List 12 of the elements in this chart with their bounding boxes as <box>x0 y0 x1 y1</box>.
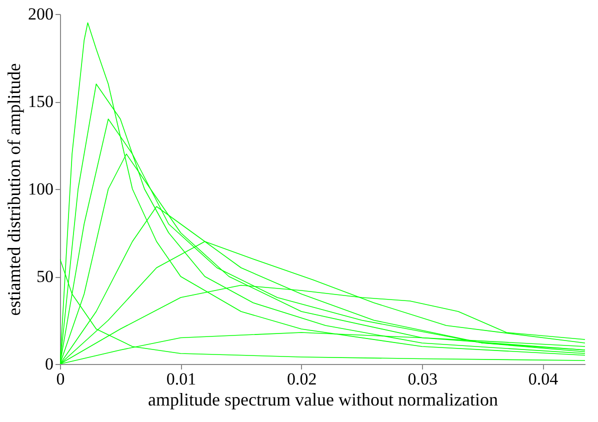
x-axis-title: amplitude spectrum value without normalization <box>148 390 498 410</box>
x-tick-label: 0.02 <box>287 370 317 388</box>
x-tick-label: 0.04 <box>528 370 559 388</box>
x-tick-label: 0.01 <box>166 370 196 388</box>
y-tick-label: 200 <box>28 4 54 24</box>
y-axis-title: estiamted distribution of amplitude <box>4 63 24 316</box>
x-tick-label: 0 <box>56 370 65 388</box>
y-tick-label: 50 <box>36 267 54 286</box>
y-tick-label: 150 <box>28 92 54 111</box>
y-tick-label: 0 <box>45 354 54 374</box>
x-tick-label: 0.03 <box>408 370 438 388</box>
y-tick-label: 100 <box>28 180 54 198</box>
